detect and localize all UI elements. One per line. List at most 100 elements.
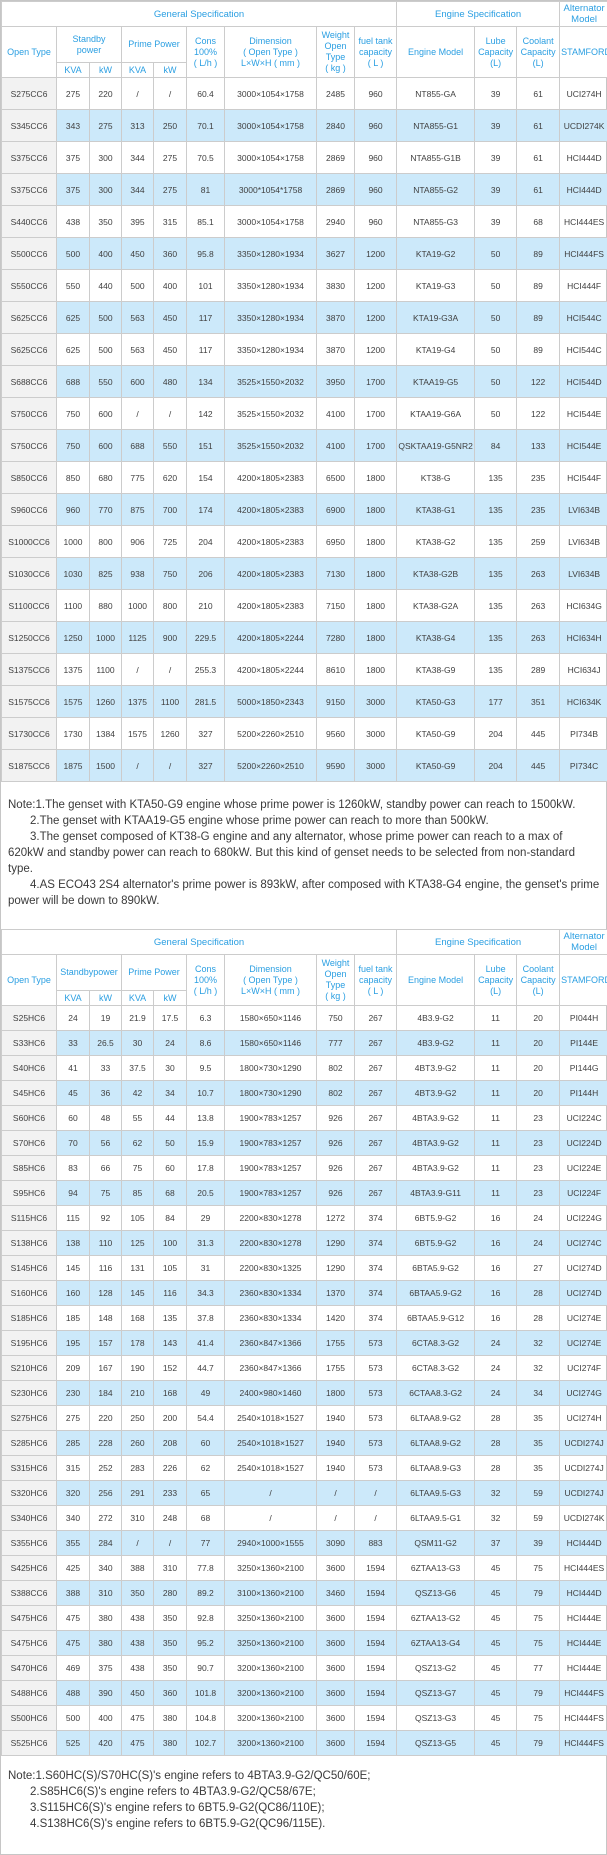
model-link[interactable]: S25HC6 xyxy=(2,1006,57,1031)
model-link[interactable]: S345CC6 xyxy=(2,110,57,142)
model-link[interactable]: S138HC6 xyxy=(2,1231,57,1256)
spec-cell: 3600 xyxy=(317,1681,355,1706)
spec-cell: UCI274H xyxy=(560,1406,607,1431)
spec-cell: / xyxy=(225,1481,317,1506)
model-link[interactable]: S340HC6 xyxy=(2,1506,57,1531)
spec-cell: 289 xyxy=(517,654,560,686)
model-link[interactable]: S375CC6 xyxy=(2,174,57,206)
spec-cell: 220 xyxy=(90,78,122,110)
model-link[interactable]: S470HC6 xyxy=(2,1656,57,1681)
model-link[interactable]: S550CC6 xyxy=(2,270,57,302)
model-link[interactable]: S210HC6 xyxy=(2,1356,57,1381)
model-link[interactable]: S45HC6 xyxy=(2,1081,57,1106)
spec-cell: 2360×830×1334 xyxy=(225,1281,317,1306)
model-link[interactable]: S145HC6 xyxy=(2,1256,57,1281)
spec-cell: 3000 xyxy=(355,686,397,718)
spec-cell: 450 xyxy=(154,334,187,366)
header-prime-kw: kW xyxy=(154,991,187,1006)
spec-cell: HCI444E xyxy=(560,1656,607,1681)
spec-cell: 3350×1280×1934 xyxy=(225,270,317,302)
model-link[interactable]: S625CC6 xyxy=(2,302,57,334)
model-link[interactable]: S95HC6 xyxy=(2,1181,57,1206)
spec-cell: 400 xyxy=(154,270,187,302)
spec-cell: 89 xyxy=(517,334,560,366)
model-link[interactable]: S320HC6 xyxy=(2,1481,57,1506)
spec-cell: 1000 xyxy=(122,590,154,622)
model-link[interactable]: S275CC6 xyxy=(2,78,57,110)
model-link[interactable]: S440CC6 xyxy=(2,206,57,238)
model-link[interactable]: S525HC6 xyxy=(2,1731,57,1756)
spec-cell: 375 xyxy=(90,1656,122,1681)
model-link[interactable]: S1250CC6 xyxy=(2,622,57,654)
model-link[interactable]: S960CC6 xyxy=(2,494,57,526)
model-link[interactable]: S1030CC6 xyxy=(2,558,57,590)
spec-cell: 6CTA8.3-G2 xyxy=(397,1356,475,1381)
spec-cell: PI144E xyxy=(560,1031,607,1056)
model-link[interactable]: S488HC6 xyxy=(2,1681,57,1706)
model-link[interactable]: S70HC6 xyxy=(2,1131,57,1156)
spec-cell: 45 xyxy=(475,1556,517,1581)
spec-cell: HCI444ES xyxy=(560,1556,607,1581)
spec-cell: 116 xyxy=(154,1281,187,1306)
model-link[interactable]: S475HC6 xyxy=(2,1606,57,1631)
spec-cell: 275 xyxy=(154,142,187,174)
spec-cell: 802 xyxy=(317,1081,355,1106)
spec-cell: 6BTAA5.9-G12 xyxy=(397,1306,475,1331)
model-link[interactable]: S40HC6 xyxy=(2,1056,57,1081)
spec-cell: 8.6 xyxy=(187,1031,225,1056)
spec-cell: 4200×1805×2383 xyxy=(225,590,317,622)
spec-cell: 1800 xyxy=(355,654,397,686)
model-link[interactable]: S285HC6 xyxy=(2,1431,57,1456)
spec-cell: 135 xyxy=(475,622,517,654)
model-link[interactable]: S688CC6 xyxy=(2,366,57,398)
header-weight: Weight Open Type ( kg ) xyxy=(317,27,355,78)
model-link[interactable]: S1375CC6 xyxy=(2,654,57,686)
model-link[interactable]: S185HC6 xyxy=(2,1306,57,1331)
spec-cell: 135 xyxy=(475,654,517,686)
model-link[interactable]: S850CC6 xyxy=(2,462,57,494)
model-link[interactable]: S500CC6 xyxy=(2,238,57,270)
header-engine-model: Engine Model xyxy=(397,955,475,1006)
model-link[interactable]: S85HC6 xyxy=(2,1156,57,1181)
spec-cell: 19 xyxy=(90,1006,122,1031)
model-link[interactable]: S375CC6 xyxy=(2,142,57,174)
spec-cell: 4B3.9-G2 xyxy=(397,1006,475,1031)
spec-cell: 184 xyxy=(90,1381,122,1406)
model-link[interactable]: S230HC6 xyxy=(2,1381,57,1406)
model-link[interactable]: S1730CC6 xyxy=(2,718,57,750)
model-link[interactable]: S388CC6 xyxy=(2,1581,57,1606)
spec-cell: HCI444FS xyxy=(560,1681,607,1706)
model-link[interactable]: S60HC6 xyxy=(2,1106,57,1131)
header-general-specification: General Specification xyxy=(2,930,397,955)
model-link[interactable]: S475HC6 xyxy=(2,1631,57,1656)
model-link[interactable]: S1000CC6 xyxy=(2,526,57,558)
model-link[interactable]: S33HC6 xyxy=(2,1031,57,1056)
spec-cell: 4200×1805×2383 xyxy=(225,494,317,526)
spec-cell: 255.3 xyxy=(187,654,225,686)
model-link[interactable]: S625CC6 xyxy=(2,334,57,366)
model-link[interactable]: S1100CC6 xyxy=(2,590,57,622)
model-link[interactable]: S275HC6 xyxy=(2,1406,57,1431)
model-link[interactable]: S750CC6 xyxy=(2,398,57,430)
model-link[interactable]: S115HC6 xyxy=(2,1206,57,1231)
spec-cell: 1000 xyxy=(57,526,90,558)
spec-cell: 32 xyxy=(475,1506,517,1531)
model-link[interactable]: S1875CC6 xyxy=(2,750,57,782)
spec-cell: 61 xyxy=(517,174,560,206)
model-link[interactable]: S195HC6 xyxy=(2,1331,57,1356)
model-link[interactable]: S1575CC6 xyxy=(2,686,57,718)
model-link[interactable]: S315HC6 xyxy=(2,1456,57,1481)
model-link[interactable]: S355HC6 xyxy=(2,1531,57,1556)
model-link[interactable]: S160HC6 xyxy=(2,1281,57,1306)
model-link[interactable]: S500HC6 xyxy=(2,1706,57,1731)
spec-cell: 600 xyxy=(122,366,154,398)
spec-cell: 152 xyxy=(154,1356,187,1381)
model-link[interactable]: S425HC6 xyxy=(2,1556,57,1581)
model-link[interactable]: S750CC6 xyxy=(2,430,57,462)
spec-cell: HCI444E xyxy=(560,1606,607,1631)
